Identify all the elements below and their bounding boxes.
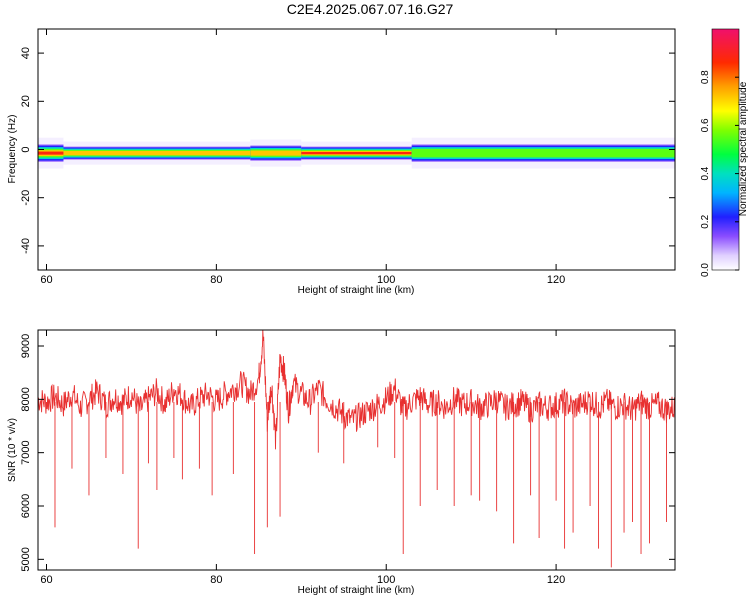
spectral-band-level xyxy=(63,150,251,156)
x-tick-label: 100 xyxy=(377,274,395,286)
y-tick-label: 0 xyxy=(20,146,32,152)
x-tick-label: 80 xyxy=(210,274,222,286)
y-tick-label: 20 xyxy=(20,95,32,107)
y-tick-label: 7000 xyxy=(20,440,32,464)
spectrogram-xlabel: Height of straight line (km) xyxy=(298,285,415,296)
snr-line xyxy=(38,330,675,450)
spectral-band-level xyxy=(38,151,64,155)
snr-axes: 60 80 100 120 5000 6000 7000 8000 9000 xyxy=(20,330,675,586)
y-tick-label: 40 xyxy=(20,47,32,59)
x-tick-label: 60 xyxy=(40,574,52,586)
spectrogram-ylabel: Frequency (Hz) xyxy=(7,115,18,184)
spectrogram-panel: 60 80 100 120 40 20 0 -20 -40 Height of straight… xyxy=(7,28,676,296)
spectrogram-area xyxy=(38,137,675,169)
spectrogram-axes: 60 80 100 120 40 20 0 -20 -40 xyxy=(20,29,675,286)
snr-plot-area xyxy=(38,330,675,568)
colorbar-gradient xyxy=(712,29,739,270)
snr-panel: 60 80 100 120 5000 6000 7000 8000 9000 Height of… xyxy=(7,329,676,596)
colorbar-tick-label: 0.4 xyxy=(700,166,711,180)
colorbar-tick-label: 0.8 xyxy=(700,70,711,84)
y-tick-label: 5000 xyxy=(20,547,32,571)
snr-ylabel: SNR (10 * v/v) xyxy=(7,418,18,482)
spectral-band-level xyxy=(301,151,412,155)
spectral-band-level xyxy=(411,148,675,158)
y-tick-label: 8000 xyxy=(20,387,32,411)
colorbar-tick-label: 0.2 xyxy=(700,214,711,228)
spectral-band-level xyxy=(250,150,302,156)
colorbar-tick-label: 0.6 xyxy=(700,118,711,132)
colorbar: 0.0 0.2 0.4 0.6 0.8 Normalized spectral ampl… xyxy=(700,28,749,277)
figure-title: C2E4.2025.067.07.16.G27 xyxy=(287,1,454,17)
x-tick-label: 60 xyxy=(40,274,52,286)
snr-xlabel: Height of straight line (km) xyxy=(298,585,415,596)
colorbar-label: Normalized spectral amplitude xyxy=(738,81,749,216)
snr-frame xyxy=(37,329,676,571)
y-tick-label: -40 xyxy=(20,238,32,254)
x-tick-label: 120 xyxy=(547,574,565,586)
x-tick-label: 120 xyxy=(547,274,565,286)
colorbar-tick-label: 0.0 xyxy=(700,263,711,277)
y-tick-label: 9000 xyxy=(20,334,32,358)
colorbar-ticks: 0.0 0.2 0.4 0.6 0.8 xyxy=(700,70,739,277)
colorbar-frame xyxy=(711,28,740,271)
x-tick-label: 100 xyxy=(377,574,395,586)
y-tick-label: 6000 xyxy=(20,494,32,518)
y-tick-label: -20 xyxy=(20,190,32,206)
x-tick-label: 80 xyxy=(210,574,222,586)
